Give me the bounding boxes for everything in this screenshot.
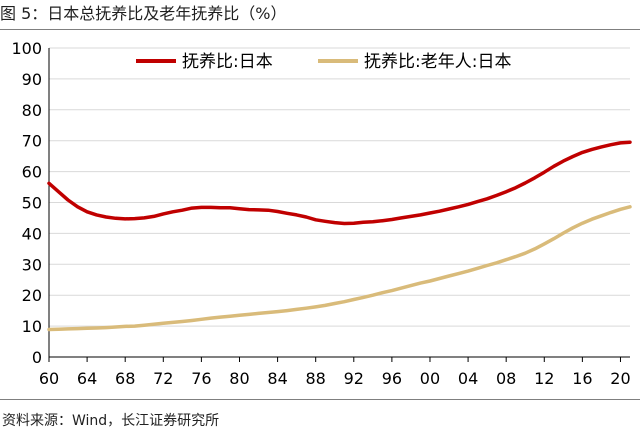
y-tick-label: 30 [22, 255, 42, 274]
x-tick-label: 84 [267, 369, 287, 388]
series-lines [47, 140, 632, 332]
y-tick-label: 40 [22, 224, 42, 243]
x-tick-label: 08 [496, 369, 516, 388]
y-tick-label: 60 [22, 163, 42, 182]
x-tick-label: 12 [534, 369, 554, 388]
x-tick-label: 96 [382, 369, 402, 388]
y-tick-label: 70 [22, 132, 42, 151]
y-tick-label: 90 [22, 70, 42, 89]
source-note: 资料来源：Wind，长江证券研究所 [2, 413, 220, 429]
x-tick-label: 76 [191, 369, 211, 388]
x-tick-label: 16 [572, 369, 592, 388]
y-tick-label: 50 [22, 194, 42, 213]
y-tick-label: 20 [22, 286, 42, 305]
y-tick-label: 10 [22, 317, 42, 336]
series-line-1 [47, 140, 632, 226]
y-tick-label: 100 [11, 39, 42, 58]
series-line-2 [47, 205, 632, 332]
y-tick-label: 80 [22, 101, 42, 120]
x-tick-label: 92 [344, 369, 364, 388]
legend-label-2: 抚养比:老年人:日本 [364, 52, 511, 72]
x-tick-label: 64 [77, 369, 97, 388]
x-tick-label: 72 [153, 369, 173, 388]
x-tick-label: 68 [115, 369, 135, 388]
x-tick-label: 20 [610, 369, 630, 388]
legend: 抚养比:日本 抚养比:老年人:日本 [136, 52, 511, 72]
source-divider [0, 399, 640, 400]
axes: 0 10 20 30 40 50 60 70 80 90 100 60 64 68 72 76 80 84 88 92… [11, 39, 630, 388]
title-divider [0, 29, 640, 30]
y-tick-label: 0 [32, 348, 42, 367]
x-tick-label: 04 [458, 369, 478, 388]
x-tick-label: 60 [39, 369, 59, 388]
legend-label-1: 抚养比:日本 [182, 52, 273, 72]
x-tick-label: 88 [306, 369, 326, 388]
x-tick-label: 80 [229, 369, 249, 388]
x-tick-label: 00 [420, 369, 440, 388]
figure-title: 图 5：日本总抚养比及老年抚养比（%） [0, 4, 287, 23]
gridlines [49, 47, 630, 327]
